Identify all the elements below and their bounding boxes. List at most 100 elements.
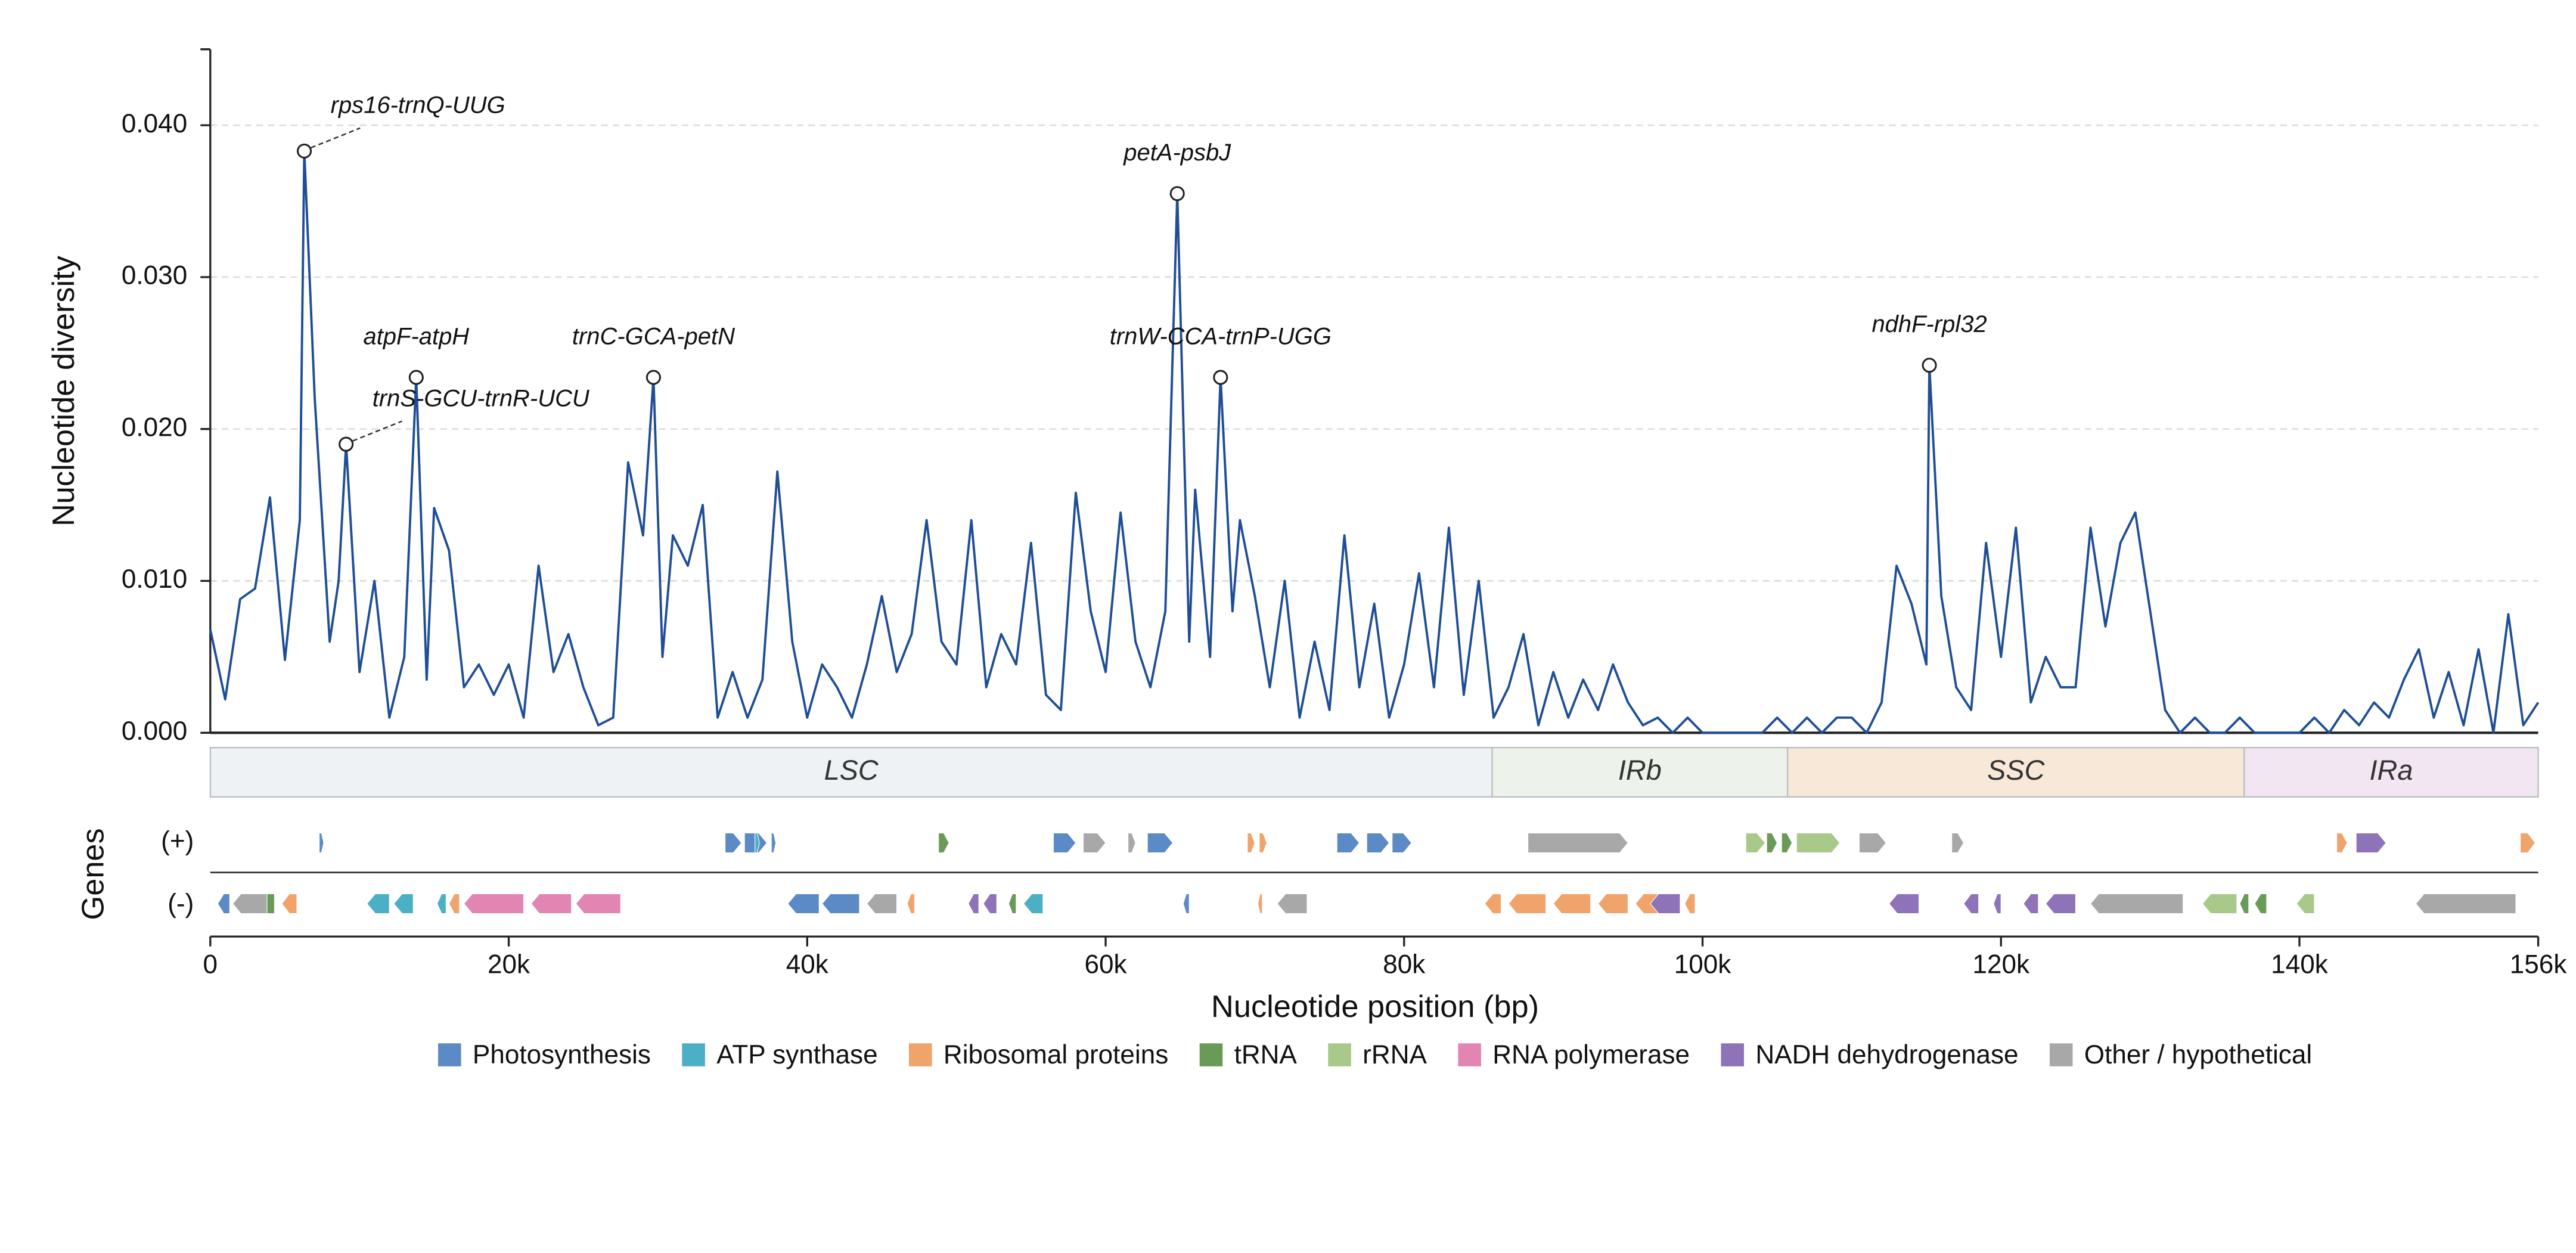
gene xyxy=(1259,832,1268,854)
gene xyxy=(436,893,446,914)
x-tick-label: 20k xyxy=(488,950,530,979)
gene xyxy=(1277,893,1308,914)
gene xyxy=(1635,893,1658,914)
gene xyxy=(1183,893,1190,914)
gene xyxy=(755,832,760,854)
x-tick-label: 100k xyxy=(1674,950,1732,979)
gene xyxy=(393,893,414,914)
legend-swatch xyxy=(1199,1043,1223,1066)
gene xyxy=(1147,832,1174,854)
gene xyxy=(1082,832,1106,854)
region-label: LSC xyxy=(824,755,879,786)
legend-swatch xyxy=(1458,1043,1481,1066)
gene xyxy=(2239,893,2249,914)
peak-marker xyxy=(408,370,424,385)
gene xyxy=(281,893,297,914)
gene xyxy=(1392,832,1413,854)
gene xyxy=(1858,832,1887,854)
gene xyxy=(2415,893,2516,914)
gene xyxy=(1781,832,1793,854)
gene xyxy=(1745,832,1766,854)
gene xyxy=(575,893,621,914)
gene xyxy=(1023,893,1044,914)
annotation-label: ndhF-rpl32 xyxy=(1872,311,1987,337)
annotation-leader xyxy=(311,127,361,149)
annotation-label: rps16-trnQ-UUG xyxy=(331,92,505,119)
legend-swatch xyxy=(1721,1043,1745,1066)
gene xyxy=(217,893,230,914)
annotation-label: trnS-GCU-trnR-UCU xyxy=(373,385,590,411)
gene xyxy=(2045,893,2077,914)
x-tick-label: 40k xyxy=(786,950,829,979)
gene xyxy=(530,893,572,914)
gene xyxy=(2336,832,2348,854)
legend-label: RNA polymerase xyxy=(1492,1040,1690,1069)
region-label: IRa xyxy=(2370,755,2413,786)
legend: Photosynthesis ATP synthase Ribosomal prot… xyxy=(438,1040,2312,1069)
strand-label: (-) xyxy=(167,889,194,918)
x-tick-label: 0 xyxy=(203,950,218,979)
legend-swatch xyxy=(2049,1043,2073,1066)
gene xyxy=(1553,893,1591,914)
diversity-line xyxy=(209,150,2540,734)
y-tick-label: 0.000 xyxy=(122,717,187,746)
gene xyxy=(1528,832,1629,854)
gene xyxy=(2519,832,2536,854)
gene xyxy=(1008,893,1017,914)
peak-marker xyxy=(1169,186,1185,201)
legend-label: rRNA xyxy=(1363,1040,1427,1069)
x-tick-label: 60k xyxy=(1084,950,1127,979)
x-tick-label: 80k xyxy=(1383,950,1426,979)
x-axis-title: Nucleotide position (bp) xyxy=(1211,990,1539,1024)
peak-marker xyxy=(339,436,354,452)
gene xyxy=(968,893,979,914)
annotation-label: petA-psbJ xyxy=(1123,139,1231,166)
gene xyxy=(463,893,524,914)
annotation-label: trnC-GCA-petN xyxy=(572,323,735,349)
gene xyxy=(1366,832,1390,854)
gene xyxy=(1951,832,1964,854)
gene xyxy=(1684,893,1696,914)
legend-swatch xyxy=(909,1043,932,1066)
gene xyxy=(787,893,820,914)
legend-label: Ribosomal proteins xyxy=(944,1040,1168,1069)
gene xyxy=(448,893,460,914)
y-tick-label: 0.040 xyxy=(122,109,187,138)
gene xyxy=(1484,893,1502,914)
gene xyxy=(319,832,324,854)
gene xyxy=(1128,832,1136,854)
gene xyxy=(1993,893,2001,914)
gene xyxy=(1650,893,1681,914)
annotation-label: trnW-CCA-trnP-UGG xyxy=(1110,323,1332,349)
gene xyxy=(771,832,777,854)
legend-label: Other / hypothetical xyxy=(2084,1040,2312,1069)
gene xyxy=(2023,893,2039,914)
region-label: SSC xyxy=(1987,755,2045,786)
gene xyxy=(907,893,915,914)
peak-marker xyxy=(1922,358,1937,373)
region-label: IRb xyxy=(1618,755,1662,786)
legend-label: ATP synthase xyxy=(716,1040,877,1069)
x-tick-label: 156k xyxy=(2510,950,2568,979)
y-tick-label: 0.030 xyxy=(122,261,187,290)
y-tick-label: 0.010 xyxy=(122,565,187,594)
gene xyxy=(1508,893,1547,914)
gene xyxy=(1766,832,1778,854)
y-axis-title: Nucleotide diversity xyxy=(46,255,81,526)
peak-marker xyxy=(645,370,661,385)
gene xyxy=(2355,832,2386,854)
region-band xyxy=(2243,747,2539,798)
gene xyxy=(1257,893,1263,914)
gene xyxy=(821,893,860,914)
gene xyxy=(725,832,742,854)
region-band xyxy=(1787,747,2245,798)
annotation-label: atpF-atpH xyxy=(364,323,470,349)
peak-marker xyxy=(297,143,312,159)
legend-label: Photosynthesis xyxy=(473,1040,651,1069)
legend-swatch xyxy=(682,1043,705,1066)
gene xyxy=(983,893,997,914)
gene xyxy=(938,832,949,854)
legend-label: tRNA xyxy=(1234,1040,1298,1069)
strand-label: (+) xyxy=(161,827,194,856)
gene xyxy=(232,893,268,914)
